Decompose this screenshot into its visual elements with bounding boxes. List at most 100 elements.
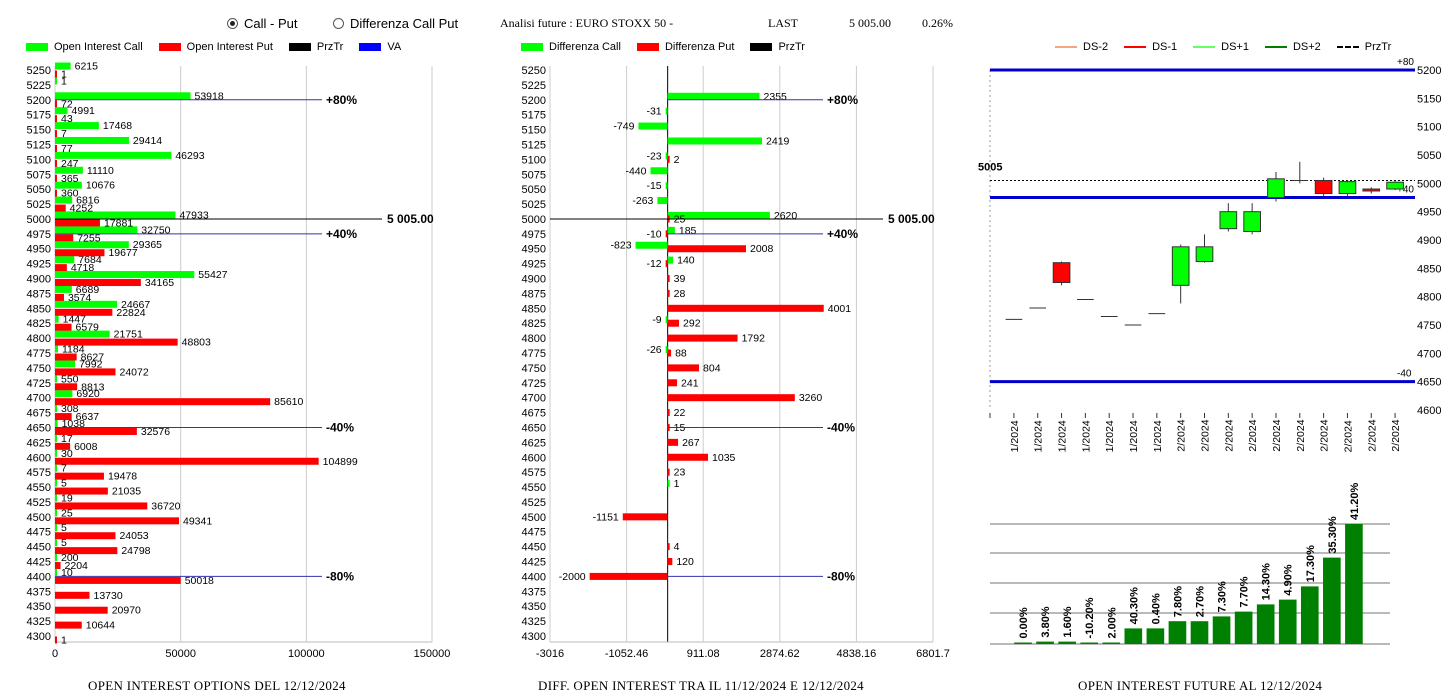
bar-value-label: 49341 (183, 515, 212, 527)
strike-label: 4375 (522, 586, 546, 598)
bar (667, 379, 678, 387)
legend-label: PrzTr (778, 41, 805, 53)
strike-label: 4925 (522, 259, 546, 271)
caption-left: OPEN INTEREST OPTIONS DEL 12/12/2024 (88, 678, 346, 693)
strike-label: 5150 (522, 125, 546, 137)
strike-label: 4450 (522, 542, 546, 554)
x-tick-label: 0 (52, 648, 58, 660)
bar-value-label: 7684 (78, 254, 102, 266)
strike-label: 4525 (522, 497, 546, 509)
bar-value-label: 120 (676, 556, 694, 568)
y-tick-label: 4850 (1417, 263, 1441, 275)
strike-label: 4375 (27, 586, 51, 598)
bar (55, 219, 100, 227)
future-bar (1080, 642, 1099, 644)
future-bar-label: 35.30% (1327, 516, 1339, 554)
strike-label: 4425 (522, 557, 546, 569)
bar-value-label: 6008 (74, 441, 98, 453)
va-label: +80% (827, 93, 858, 107)
radio-call-put[interactable]: Call - Put (227, 16, 297, 31)
bar (667, 92, 760, 100)
legend-swatch (359, 43, 382, 51)
bar (667, 453, 709, 461)
bar (665, 260, 668, 268)
bar (55, 166, 83, 174)
y-tick-label: 4700 (1417, 348, 1441, 360)
bar-value-label: -31 (646, 106, 661, 118)
bar-value-label: 77 (61, 143, 73, 155)
bar-value-label: 50018 (185, 575, 214, 587)
bar-value-label: 88 (675, 348, 687, 360)
bar-value-label: 28 (674, 288, 686, 300)
va-label: -80% (827, 569, 855, 583)
x-tick-label: -3016 (536, 648, 564, 660)
bar-value-label: 6920 (76, 388, 100, 400)
x-tick-label: 100000 (288, 648, 325, 660)
legend-label: Differenza Call (549, 41, 621, 53)
y-tick-label: 5000 (1417, 178, 1441, 190)
bar-value-label: 365 (61, 173, 79, 185)
last-change: 0.26% (922, 16, 953, 30)
legend-swatch (158, 43, 181, 51)
radio-differenza-label: Differenza Call Put (350, 16, 459, 31)
strike-label: 4300 (27, 631, 51, 643)
bar-value-label: 308 (61, 403, 79, 415)
bar-value-label: 24053 (119, 530, 148, 542)
strike-label: 4900 (522, 274, 546, 286)
strike-label: 5000 (522, 214, 546, 226)
bar (665, 182, 668, 190)
legend-swatch (1264, 46, 1287, 48)
legend-swatch (636, 43, 659, 51)
bar-value-label: 30 (61, 448, 73, 460)
bar-value-label: 21751 (114, 329, 143, 341)
x-tick-label: 06/12/2024 (1271, 419, 1283, 452)
y-tick-label: 4650 (1417, 377, 1441, 389)
strike-label: 4800 (522, 333, 546, 345)
y-tick-label: 5050 (1417, 150, 1441, 162)
bar-value-label: 185 (679, 225, 697, 237)
bar (55, 115, 57, 123)
bar (55, 554, 57, 562)
strike-label: 4500 (27, 512, 51, 524)
bar (55, 256, 75, 264)
future-bar-label: 41.20% (1349, 482, 1361, 520)
bar (55, 151, 172, 159)
future-bar-label: 2.00% (1106, 607, 1118, 638)
candle-body (1052, 262, 1071, 284)
legend-item: PrzTr (1336, 41, 1391, 53)
bar (55, 547, 118, 555)
radio-icon-unchecked (333, 18, 344, 29)
bar (55, 427, 137, 435)
future-bar (1300, 586, 1319, 644)
bar (55, 517, 180, 525)
bar (665, 346, 668, 353)
bar (665, 107, 668, 115)
bar (55, 479, 57, 487)
bar-value-label: 2 (674, 154, 680, 166)
legend-label: DS+1 (1221, 41, 1249, 53)
strike-label: 4675 (522, 408, 546, 420)
bar-value-label: 24798 (121, 545, 150, 557)
band-label: +80 (1397, 57, 1414, 68)
strike-label: 5250 (27, 65, 51, 77)
strike-label: 4475 (522, 527, 546, 539)
strike-label: 4650 (27, 422, 51, 434)
x-tick-label: 21/11/2024 (1009, 420, 1021, 452)
bar-value-label: -263 (632, 195, 653, 207)
bar (55, 405, 57, 413)
bar-value-label: 4 (674, 541, 680, 553)
bar (55, 636, 57, 644)
bar (622, 513, 668, 521)
radio-differenza[interactable]: Differenza Call Put (333, 16, 458, 31)
bar-value-label: 292 (683, 318, 701, 330)
bar (55, 562, 61, 570)
bar (55, 62, 71, 70)
x-tick-label: 2874.62 (760, 648, 800, 660)
legend-swatch (26, 43, 48, 51)
bar (667, 256, 674, 264)
bar-value-label: 1 (61, 69, 67, 81)
bar-value-label: 5 (61, 537, 67, 549)
bar-value-label: 241 (681, 377, 699, 389)
bar-value-label: 53918 (195, 90, 224, 102)
bar (667, 468, 670, 476)
